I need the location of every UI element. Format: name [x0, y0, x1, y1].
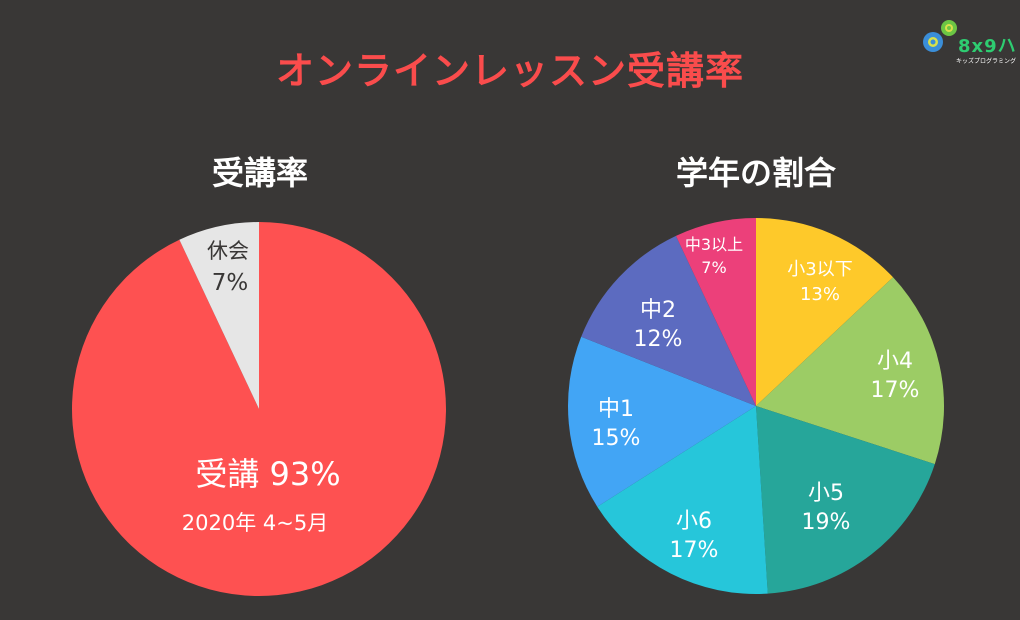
logo-text: 8x9ハ: [958, 36, 1017, 57]
slice-pct: 7%: [701, 258, 726, 277]
slice-label: 小3以下: [787, 259, 852, 280]
slice-2: [756, 406, 935, 594]
label-rest-pct: 7%: [212, 270, 249, 296]
logo: 8x9ハ キッズプログラミング: [920, 10, 1020, 70]
slice-3: [597, 406, 768, 594]
label-rest: 休会: [207, 239, 249, 263]
slice-label: 小4: [877, 349, 913, 374]
attendance-pie: 受講 93% 2020年 4~5月 休会 7%: [71, 222, 446, 596]
page-title: オンラインレッスン受講率: [275, 49, 744, 93]
slice-5: [581, 235, 756, 406]
slice-6: [675, 218, 756, 406]
chart-title-attendance: 受講率: [211, 154, 308, 192]
slice-4: [568, 336, 756, 507]
label-attend: 受講 93%: [195, 455, 340, 493]
slice-pct: 19%: [802, 510, 851, 535]
gears-icon: [923, 20, 957, 52]
slice-pct: 12%: [634, 327, 683, 352]
slice-label: 小5: [808, 481, 844, 506]
slice-pct: 13%: [800, 284, 840, 305]
label-attend-period: 2020年 4~5月: [182, 511, 328, 535]
slice-label: 小6: [676, 509, 712, 534]
grade-pie: 小3以下 13% 小4 17% 小5 19% 小6 17% 中1 15% 中2 12% 中3以上 7%: [568, 218, 944, 594]
slice-label: 中3以上: [685, 235, 743, 254]
slice-1: [756, 277, 944, 465]
slice-rest: [179, 222, 259, 409]
slice-pct: 15%: [592, 426, 641, 451]
logo-subtext: キッズプログラミング: [956, 58, 1017, 65]
slice-label: 中2: [640, 298, 676, 323]
chart-title-grades: 学年の割合: [675, 154, 836, 192]
slice-0: [756, 218, 894, 406]
slice-label: 中1: [598, 397, 634, 422]
slice-pct: 17%: [670, 538, 719, 563]
slice-pct: 17%: [871, 378, 920, 403]
